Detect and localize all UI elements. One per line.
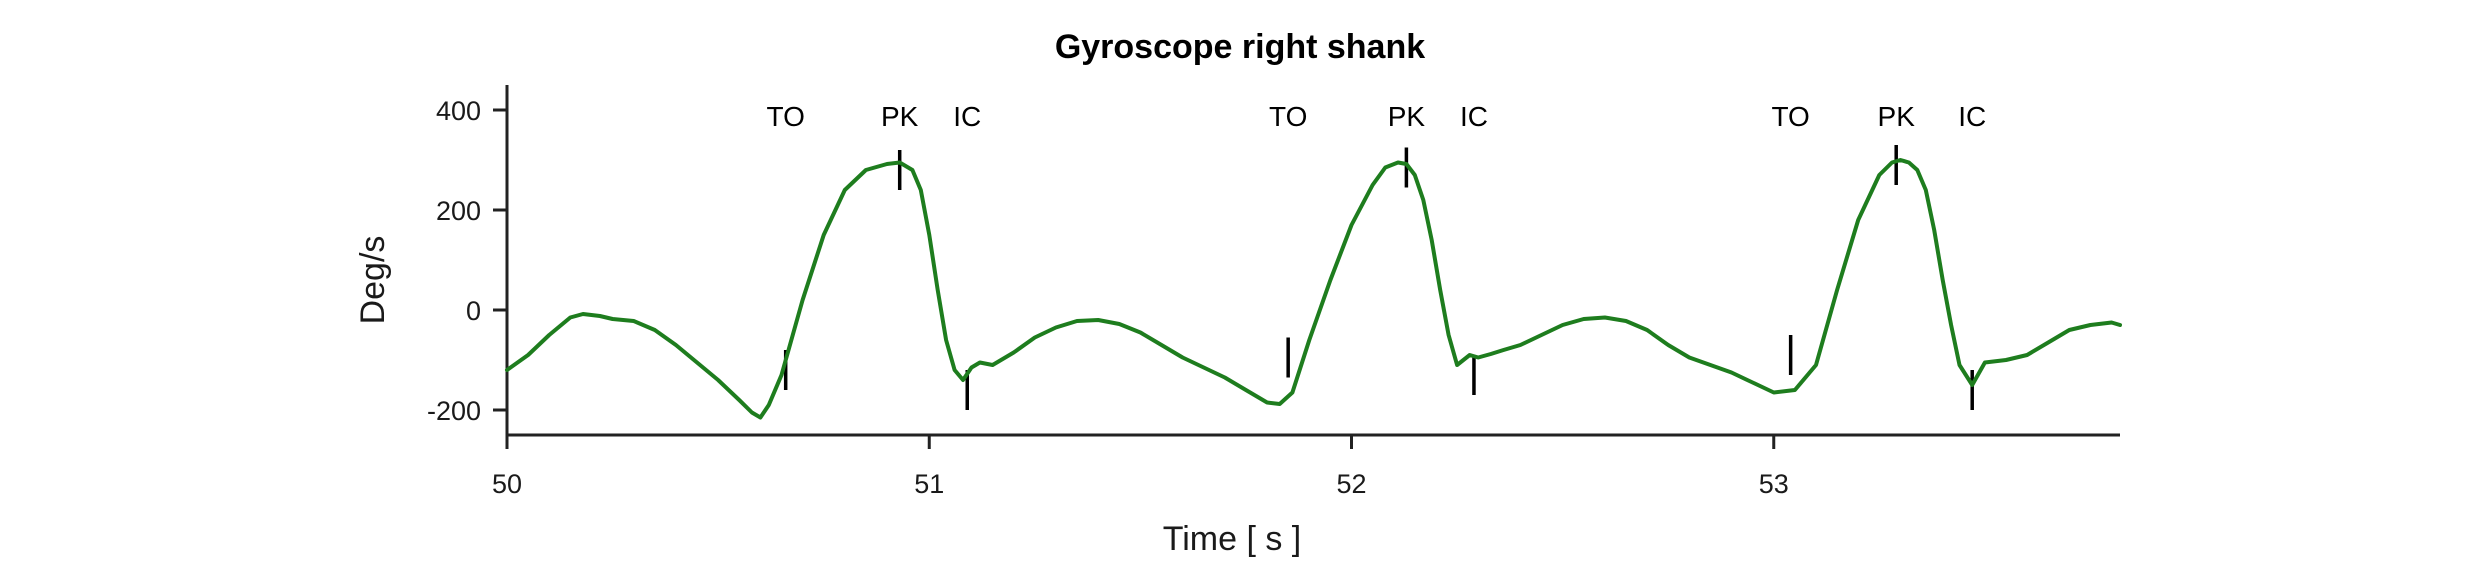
x-tick-label: 52 — [1336, 469, 1366, 499]
x-axis-label: Time [ s ] — [1163, 520, 1302, 558]
gyroscope-series-line — [505, 158, 2122, 420]
event-label-pk: PK — [881, 101, 919, 132]
chart-title: Gyroscope right shank — [1055, 28, 1425, 66]
x-tick-label: 50 — [492, 469, 522, 499]
event-label-pk: PK — [1388, 101, 1426, 132]
event-label-to: TO — [766, 101, 804, 132]
axes: 50 51 52 53 -200 0 200 400 — [427, 85, 2120, 499]
y-tick-label: 0 — [466, 296, 481, 326]
event-label-ic: IC — [1958, 101, 1986, 132]
x-tick-label: 51 — [914, 469, 944, 499]
y-tick-label: 200 — [436, 196, 481, 226]
gait-events: TO PK IC TO PK IC TO PK IC — [766, 101, 1986, 410]
x-tick-label: 53 — [1759, 469, 1789, 499]
y-tick-label: 400 — [436, 96, 481, 126]
event-label-pk: PK — [1878, 101, 1916, 132]
event-label-to: TO — [1269, 101, 1307, 132]
event-label-to: TO — [1771, 101, 1809, 132]
y-tick-label: -200 — [427, 396, 481, 426]
event-label-ic: IC — [953, 101, 981, 132]
event-label-ic: IC — [1460, 101, 1488, 132]
y-axis-label: Deg/s — [354, 236, 392, 325]
